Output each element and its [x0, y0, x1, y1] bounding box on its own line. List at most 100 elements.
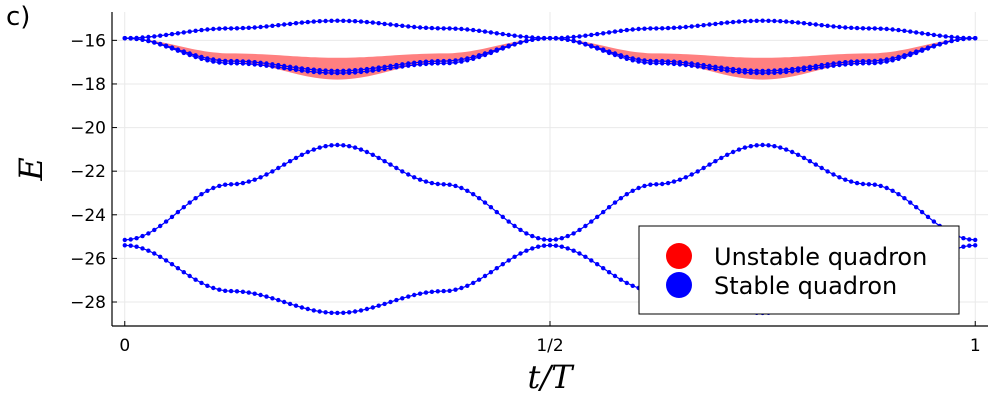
stable-point-3-28	[287, 159, 293, 164]
stable-point-3-92	[665, 180, 671, 186]
stable-point-3-71	[541, 237, 547, 242]
stable-point-0-45	[388, 22, 393, 27]
stable-point-0-81	[601, 31, 606, 36]
stable-point-3-96	[689, 172, 694, 177]
stable-point-2-138	[937, 42, 942, 47]
stable-point-3-36	[335, 142, 340, 148]
stable-point-2-19	[234, 61, 240, 66]
stable-point-3-86	[630, 188, 635, 193]
stable-point-0-77	[577, 34, 582, 39]
stable-point-3-61	[482, 200, 488, 205]
stable-point-3-132	[902, 196, 907, 201]
stable-point-2-60	[476, 54, 482, 60]
stable-point-3-108	[760, 142, 765, 148]
stable-point-3-97	[695, 169, 700, 174]
stable-point-0-134	[914, 30, 919, 35]
stable-point-2-82	[606, 50, 612, 56]
stable-point-4-51	[423, 290, 429, 295]
stable-point-3-106	[748, 144, 753, 149]
y-axis-title: E	[12, 157, 50, 181]
stable-point-0-31	[305, 19, 310, 25]
stable-point-0-140	[949, 34, 954, 40]
stable-point-4-57	[459, 285, 464, 291]
stable-point-4-49	[412, 292, 417, 298]
stable-point-0-8	[169, 31, 175, 37]
stable-point-3-94	[677, 177, 683, 182]
stable-point-2-106	[748, 70, 753, 76]
stable-point-2-3	[140, 37, 145, 42]
stable-point-3-50	[417, 177, 423, 182]
stable-point-4-81	[601, 266, 606, 271]
stable-point-4-0	[122, 243, 128, 248]
stable-point-0-121	[837, 24, 842, 30]
stable-point-2-142	[961, 36, 966, 42]
stable-point-0-54	[441, 26, 446, 31]
stable-point-2-128	[878, 60, 883, 65]
stable-point-4-19	[234, 289, 240, 294]
stable-point-0-6	[158, 33, 163, 38]
stable-point-4-75	[565, 246, 570, 251]
stable-point-4-25	[270, 296, 275, 301]
stable-point-3-27	[282, 162, 287, 167]
stable-point-0-105	[742, 19, 748, 24]
stable-point-4-73	[553, 243, 559, 248]
stable-point-3-78	[583, 223, 588, 229]
stable-point-0-95	[683, 24, 688, 30]
stable-point-2-83	[612, 52, 618, 58]
stable-point-3-115	[801, 155, 807, 161]
stable-point-4-143	[967, 243, 972, 248]
stable-point-3-118	[819, 165, 824, 171]
stable-point-3-122	[843, 177, 848, 182]
stable-point-4-10	[181, 270, 186, 275]
stable-point-0-60	[476, 28, 482, 33]
stable-point-3-41	[364, 149, 370, 155]
stable-point-3-90	[654, 182, 659, 187]
stable-point-3-87	[636, 185, 641, 191]
stable-point-2-31	[305, 69, 310, 74]
stable-point-3-59	[471, 192, 476, 197]
stable-point-2-100	[713, 66, 718, 72]
stable-point-2-85	[624, 56, 629, 61]
stable-point-4-22	[252, 291, 257, 296]
stable-point-0-131	[896, 27, 901, 33]
stable-point-2-125	[860, 61, 866, 66]
stable-point-3-31	[305, 149, 310, 155]
stable-point-3-137	[931, 219, 937, 224]
stable-point-4-16	[217, 287, 222, 292]
stable-point-3-74	[559, 236, 564, 241]
stable-point-3-72	[547, 237, 553, 243]
stable-point-2-26	[276, 65, 281, 70]
stable-point-4-15	[211, 285, 216, 291]
stable-point-3-130	[890, 188, 895, 193]
stable-point-4-35	[329, 310, 334, 315]
stable-point-0-19	[234, 26, 240, 31]
stable-point-3-49	[412, 175, 417, 180]
stable-point-2-129	[884, 59, 889, 64]
stable-point-2-105	[742, 70, 748, 75]
stable-point-2-28	[287, 66, 293, 72]
stable-point-2-21	[246, 61, 251, 67]
stable-point-4-24	[264, 294, 269, 299]
stable-point-2-72	[547, 36, 553, 41]
stable-point-0-127	[872, 26, 877, 31]
stable-point-3-114	[795, 152, 801, 157]
stable-point-3-19	[234, 181, 240, 187]
stable-point-4-63	[494, 266, 499, 271]
stable-point-2-0	[122, 36, 128, 41]
stable-point-3-1	[128, 237, 133, 242]
stable-point-2-127	[872, 60, 877, 66]
stable-point-0-123	[849, 25, 854, 30]
stable-point-4-58	[465, 283, 470, 288]
stable-point-4-8	[169, 262, 175, 267]
stable-point-0-90	[654, 26, 659, 31]
stable-point-0-79	[589, 32, 594, 38]
stable-point-2-91	[660, 61, 665, 66]
stable-point-3-14	[205, 188, 210, 193]
stable-point-4-17	[223, 288, 228, 293]
stable-point-0-106	[748, 18, 753, 24]
stable-point-3-123	[849, 179, 854, 184]
stable-point-2-144	[973, 36, 978, 41]
stable-point-2-30	[299, 68, 305, 73]
stable-point-4-4	[146, 248, 151, 253]
